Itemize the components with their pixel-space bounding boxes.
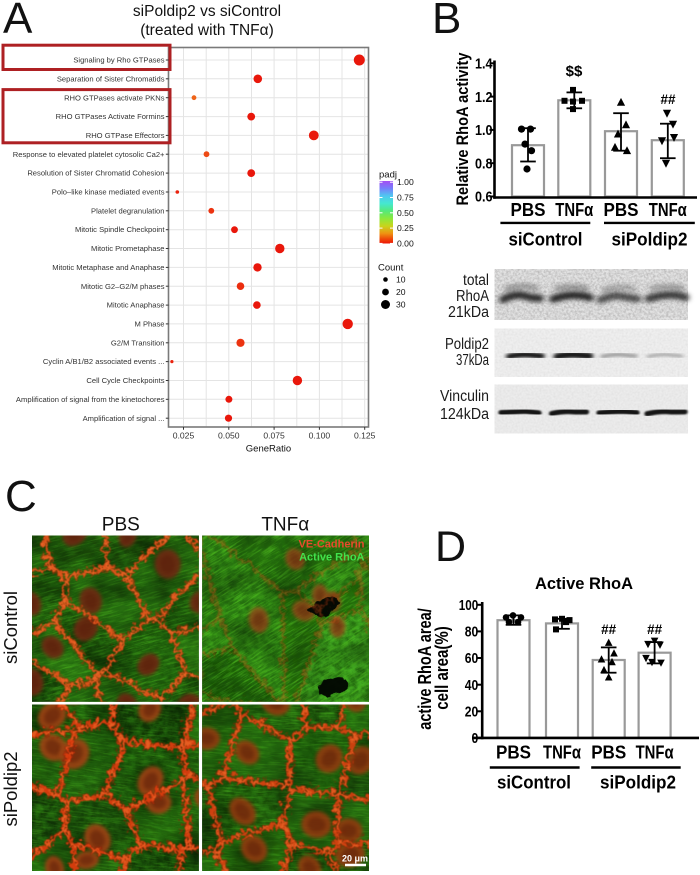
svg-text:active RhoA area/: active RhoA area/ [415,608,435,730]
svg-text:RHO GTPases Activate Formins: RHO GTPases Activate Formins [56,112,165,121]
svg-text:124kDa: 124kDa [440,406,489,423]
svg-text:0.25: 0.25 [397,223,414,233]
svg-text:0.8: 0.8 [475,155,493,172]
svg-text:0.125: 0.125 [354,431,376,441]
svg-text:RHO GTPases activate PKNs: RHO GTPases activate PKNs [64,93,165,102]
svg-text:C: C [5,472,37,521]
svg-text:60: 60 [465,650,479,667]
svg-text:Response to elevated platelet: Response to elevated platelet cytosolic … [13,150,165,159]
svg-text:37kDa: 37kDa [456,352,489,369]
svg-text:Separation of Sister Chromatid: Separation of Sister Chromatids [57,74,165,83]
svg-text:PBS: PBS [511,200,546,220]
svg-text:Poldip2: Poldip2 [445,336,489,353]
svg-text:10: 10 [396,275,406,285]
svg-text:Vinculin: Vinculin [440,388,489,405]
svg-text:TNFα: TNFα [555,200,593,220]
svg-text:G2/M Transition: G2/M Transition [111,338,165,347]
svg-text:Mitotic Metaphase and Anaphase: Mitotic Metaphase and Anaphase [52,263,164,272]
svg-text:0.00: 0.00 [397,238,414,248]
svg-text:siPoldip2 vs siControl: siPoldip2 vs siControl [133,3,281,20]
svg-text:siPoldip2: siPoldip2 [612,229,688,250]
svg-text:Platelet degranulation: Platelet degranulation [91,206,164,215]
svg-text:1.2: 1.2 [475,89,493,106]
svg-text:total: total [463,272,489,289]
svg-text:Cyclin A/B1/B2 associated even: Cyclin A/B1/B2 associated events ... [43,357,165,366]
svg-text:Amplification of signal ...: Amplification of signal ... [83,414,165,423]
svg-text:0.075: 0.075 [263,431,285,441]
svg-text:Cell Cycle Checkpoints: Cell Cycle Checkpoints [86,376,164,385]
svg-text:80: 80 [465,624,479,641]
svg-text:PBS: PBS [102,515,140,536]
svg-text:0.75: 0.75 [397,193,414,203]
svg-text:RHO GTPase Effectors: RHO GTPase Effectors [86,131,165,140]
svg-text:21kDa: 21kDa [448,304,489,321]
svg-text:0: 0 [472,730,479,747]
svg-text:Relative RhoA activity: Relative RhoA activity [453,52,472,205]
svg-text:100: 100 [459,597,479,614]
svg-text:cell area(%): cell area(%) [432,626,452,710]
svg-text:0.6: 0.6 [475,189,493,206]
svg-text:20 μm: 20 μm [342,854,368,864]
svg-text:Mitotic G2–G2/M phases: Mitotic G2–G2/M phases [81,282,165,291]
svg-text:A: A [3,0,33,43]
svg-text:Mitotic Prometaphase: Mitotic Prometaphase [91,244,164,253]
svg-text:20: 20 [396,287,406,297]
svg-text:VE-Cadherin: VE-Cadherin [298,539,364,551]
svg-text:TNFα: TNFα [636,743,674,763]
svg-text:40: 40 [465,677,479,694]
svg-text:Resolution of Sister Chromatid: Resolution of Sister Chromatid Cohesion [27,169,164,178]
svg-text:Active RhoA: Active RhoA [535,575,633,593]
svg-text:Signaling by Rho GTPases: Signaling by Rho GTPases [73,56,164,65]
svg-text:siControl: siControl [0,591,21,664]
svg-text:PBS: PBS [496,743,531,763]
svg-text:$$: $$ [566,63,583,80]
svg-text:siControl: siControl [509,229,583,250]
svg-text:siPoldip2: siPoldip2 [0,751,21,826]
svg-text:1.0: 1.0 [475,122,493,139]
svg-text:##: ## [660,92,676,107]
svg-text:0.025: 0.025 [173,431,195,441]
svg-text:Active RhoA: Active RhoA [299,552,364,564]
svg-text:PBS: PBS [604,200,639,220]
svg-text:D: D [435,523,466,571]
svg-text:siControl: siControl [497,772,571,793]
svg-text:0.50: 0.50 [397,208,414,218]
svg-text:20: 20 [465,704,479,721]
svg-text:TNFα: TNFα [261,515,309,536]
svg-text:Mitotic Spindle Checkpoint: Mitotic Spindle Checkpoint [75,225,165,234]
svg-text:(treated with TNFα): (treated with TNFα) [140,22,274,39]
svg-text:Mitotic Anaphase: Mitotic Anaphase [107,301,165,310]
svg-text:Count: Count [378,263,404,274]
svg-text:1.4: 1.4 [475,56,493,73]
svg-text:30: 30 [396,300,406,310]
svg-text:##: ## [601,622,617,637]
svg-text:B: B [432,0,461,43]
svg-text:TNFα: TNFα [649,200,687,220]
svg-text:##: ## [647,622,663,637]
svg-text:1.00: 1.00 [397,177,414,187]
svg-text:RhoA: RhoA [456,288,490,305]
svg-text:Polo–like kinase mediated even: Polo–like kinase mediated events [52,188,165,197]
svg-text:PBS: PBS [591,743,626,763]
svg-text:TNFα: TNFα [543,743,581,763]
svg-text:siPoldip2: siPoldip2 [600,772,676,793]
svg-text:0.100: 0.100 [309,431,331,441]
svg-text:Amplification of signal from t: Amplification of signal from the kinetoc… [16,395,165,404]
svg-text:0.050: 0.050 [218,431,240,441]
svg-text:padj: padj [379,170,397,181]
svg-text:M Phase: M Phase [135,320,165,329]
svg-text:GeneRatio: GeneRatio [246,444,291,455]
